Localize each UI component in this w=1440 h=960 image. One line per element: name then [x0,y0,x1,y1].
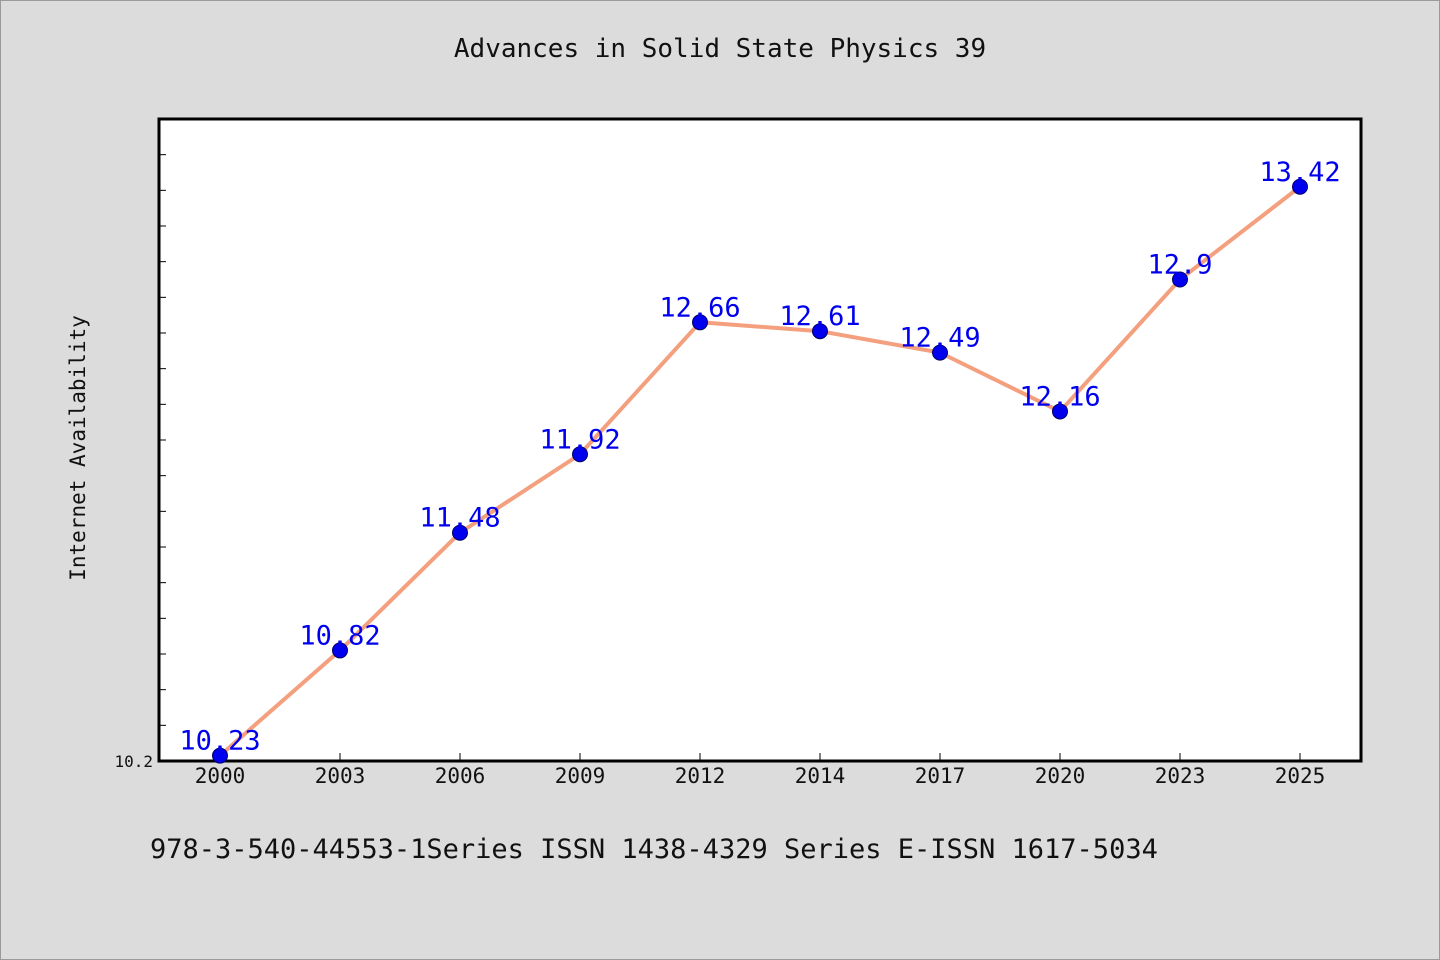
y-tick-label: 10.2 [114,752,153,771]
footer-isbn-text: 978-3-540-44553-1Series ISSN 1438-4329 S… [150,834,1158,865]
data-label: 12.16 [1019,381,1100,412]
data-label: 12.49 [899,323,980,354]
x-tick-label: 2023 [1155,764,1206,788]
data-point [812,323,828,340]
x-tick-label: 2014 [795,764,846,788]
data-label: 12.66 [659,292,740,323]
x-tick-label: 2020 [1035,764,1086,788]
x-tick-label: 2025 [1275,764,1326,788]
data-label: 10.82 [299,620,380,651]
data-label: 12.61 [779,301,860,332]
chart-title: Advances in Solid State Physics 39 [453,34,987,64]
y-axis-ticks: 10.2 [114,154,166,771]
x-tick-label: 2012 [675,764,726,788]
data-point [932,344,948,361]
x-tick-label: 2009 [555,764,606,788]
data-point [692,314,708,331]
series-group: 10.23 10.82 11.48 11.92 12.66 12.61 12.49 12.16… [179,157,1341,764]
data-label: 11.48 [419,503,500,534]
data-point [572,446,588,463]
x-axis-ticks: 2000 2003 2006 2009 2012 2014 2017 2020 2023 2025 [195,753,1326,788]
data-label: 13.42 [1259,157,1340,188]
x-tick-label: 2006 [435,764,486,788]
series-line [218,185,1302,758]
data-label: 10.23 [179,726,260,757]
data-point [212,747,228,764]
plot-area [157,117,1363,763]
x-tick-label: 2003 [315,764,366,788]
data-point [1292,178,1308,195]
data-point [332,642,348,659]
x-tick-label: 2000 [195,764,246,788]
data-point [1172,271,1188,288]
data-point [452,524,468,541]
data-label: 12.9 [1147,250,1212,281]
x-tick-label: 2017 [915,764,966,788]
data-label: 11.92 [539,424,620,455]
data-point [1052,403,1068,420]
